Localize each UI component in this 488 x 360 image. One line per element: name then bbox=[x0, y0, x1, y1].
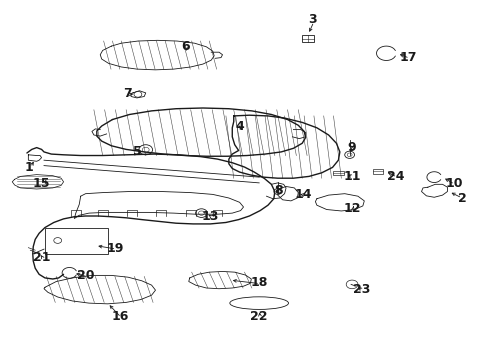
Text: 9: 9 bbox=[347, 141, 356, 154]
Text: 4: 4 bbox=[235, 120, 244, 132]
Text: 2: 2 bbox=[457, 192, 466, 204]
Text: 12: 12 bbox=[343, 202, 360, 215]
Text: 20: 20 bbox=[77, 269, 94, 282]
Text: 22: 22 bbox=[250, 310, 267, 323]
Bar bbox=[333, 171, 344, 175]
Text: 17: 17 bbox=[399, 51, 416, 64]
Bar bbox=[302, 35, 314, 42]
Text: 21: 21 bbox=[33, 251, 50, 264]
Bar bbox=[372, 169, 383, 174]
Text: 18: 18 bbox=[250, 276, 267, 289]
Text: 3: 3 bbox=[308, 13, 317, 26]
Text: 11: 11 bbox=[343, 170, 360, 183]
Text: 1: 1 bbox=[25, 161, 34, 174]
Text: 24: 24 bbox=[386, 170, 404, 183]
Text: 8: 8 bbox=[274, 184, 283, 197]
Text: 19: 19 bbox=[106, 242, 123, 255]
Text: 6: 6 bbox=[181, 40, 190, 53]
Text: 16: 16 bbox=[111, 310, 128, 323]
Text: 5: 5 bbox=[132, 145, 141, 158]
Text: 14: 14 bbox=[294, 188, 311, 201]
Text: 10: 10 bbox=[445, 177, 463, 190]
Text: 15: 15 bbox=[33, 177, 50, 190]
Text: 23: 23 bbox=[352, 283, 370, 296]
Text: 7: 7 bbox=[122, 87, 131, 100]
Text: 13: 13 bbox=[201, 210, 219, 222]
